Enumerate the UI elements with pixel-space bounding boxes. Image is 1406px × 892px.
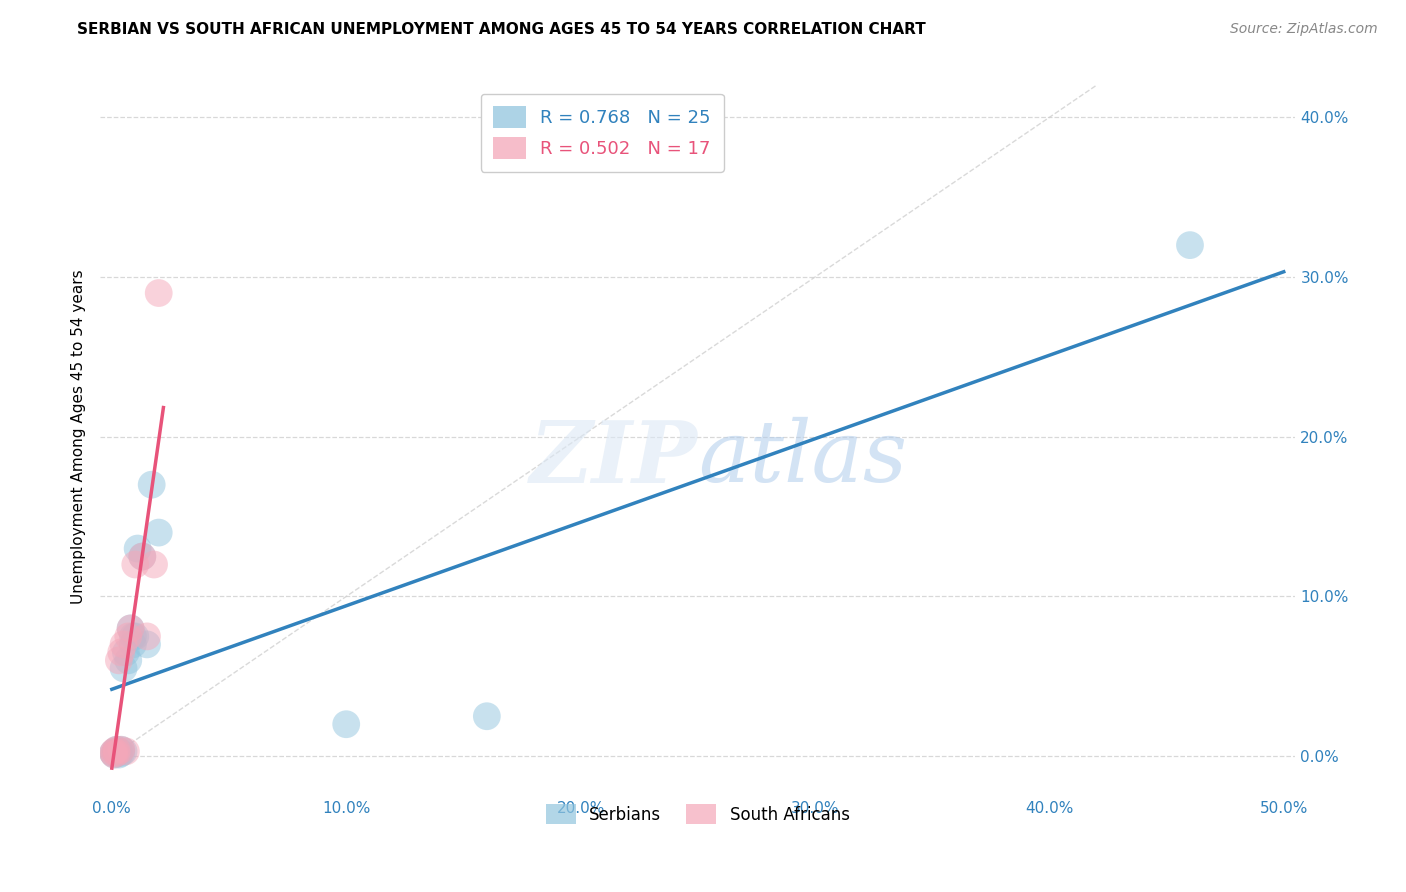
Point — [110, 743, 132, 757]
Legend: Serbians, South Africans: Serbians, South Africans — [536, 794, 859, 835]
Y-axis label: Unemployment Among Ages 45 to 54 years: Unemployment Among Ages 45 to 54 years — [72, 269, 86, 604]
Text: ZIP: ZIP — [530, 417, 697, 500]
Point — [1178, 238, 1201, 252]
Text: Source: ZipAtlas.com: Source: ZipAtlas.com — [1230, 22, 1378, 37]
Point — [117, 653, 139, 667]
Point — [115, 744, 138, 758]
Point — [108, 653, 131, 667]
Text: atlas: atlas — [697, 417, 907, 500]
Point — [117, 629, 139, 643]
Point — [335, 717, 357, 731]
Point — [104, 744, 127, 758]
Point — [124, 558, 146, 572]
Point — [122, 637, 145, 651]
Point — [108, 747, 131, 762]
Point — [112, 744, 135, 758]
Point — [108, 744, 131, 758]
Point — [136, 637, 159, 651]
Text: SERBIAN VS SOUTH AFRICAN UNEMPLOYMENT AMONG AGES 45 TO 54 YEARS CORRELATION CHAR: SERBIAN VS SOUTH AFRICAN UNEMPLOYMENT AM… — [77, 22, 927, 37]
Point — [143, 558, 166, 572]
Point — [103, 747, 125, 762]
Point — [131, 549, 153, 564]
Point — [124, 629, 146, 643]
Point — [110, 645, 132, 659]
Point — [148, 286, 170, 301]
Point — [141, 477, 163, 491]
Point — [148, 525, 170, 540]
Point — [103, 747, 125, 762]
Point — [115, 645, 138, 659]
Point — [112, 661, 135, 675]
Point — [103, 744, 125, 758]
Point — [105, 743, 128, 757]
Point — [136, 629, 159, 643]
Point — [131, 549, 153, 564]
Point — [475, 709, 498, 723]
Point — [112, 637, 135, 651]
Point — [105, 743, 128, 757]
Point — [120, 621, 142, 635]
Point — [127, 541, 149, 556]
Point — [101, 746, 124, 760]
Point — [105, 746, 128, 760]
Point — [105, 746, 128, 760]
Point — [120, 621, 142, 635]
Point — [110, 743, 132, 757]
Point — [110, 746, 132, 760]
Point — [122, 629, 145, 643]
Point — [101, 746, 124, 760]
